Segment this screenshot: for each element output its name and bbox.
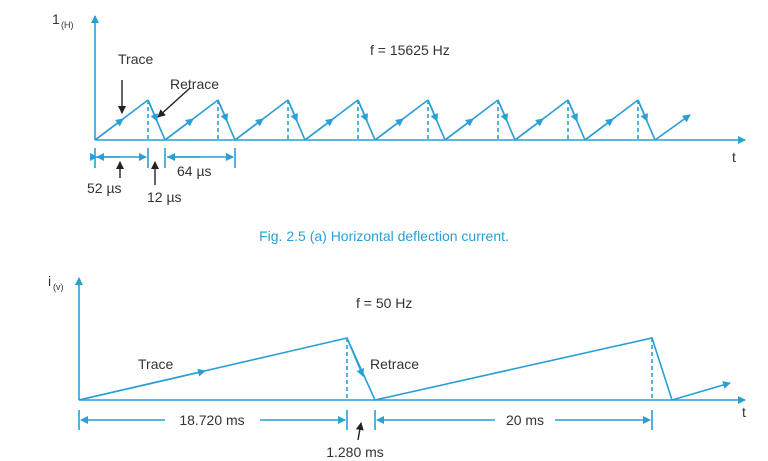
h-sawtooth <box>94 99 691 141</box>
retrace-arrow <box>427 99 438 122</box>
h-retrace-time: 12 µs <box>147 189 182 205</box>
trace-arrow <box>584 118 614 141</box>
h-period: 64 µs <box>177 163 212 179</box>
v-sawtooth <box>78 337 731 401</box>
h-y-label-sub: (H) <box>61 20 74 30</box>
h-frequency: f = 15625 Hz <box>370 42 450 58</box>
trace-arrow <box>514 118 544 141</box>
retrace-arrow <box>217 99 228 122</box>
h-trace-label: Trace <box>118 51 153 67</box>
trace-arrow <box>444 118 474 141</box>
trace-arrow <box>164 118 194 141</box>
trace-arrow <box>94 118 124 141</box>
v-period: 20 ms <box>506 412 544 428</box>
v-frequency: f = 50 Hz <box>356 295 412 311</box>
retrace-arrow <box>357 99 368 122</box>
h-retrace-label: Retrace <box>170 76 219 92</box>
retrace-arrow <box>567 99 578 122</box>
retrace-arrow <box>287 99 298 122</box>
v-y-label-sub: (v) <box>53 282 64 292</box>
h-caption: Fig. 2.5 (a) Horizontal deflection curre… <box>259 228 509 244</box>
h-y-label: 1 <box>52 11 60 27</box>
retrace-arrow <box>637 99 648 122</box>
v-retrace-label: Retrace <box>370 356 419 372</box>
trace-arrow <box>374 118 404 141</box>
retrace-arrow <box>147 99 158 122</box>
v-trace-label: Trace <box>138 356 173 372</box>
v-retrace-time: 1.280 ms <box>326 444 384 460</box>
v-trace-time: 18.720 ms <box>179 412 244 428</box>
h-trace-time: 52 µs <box>87 180 122 196</box>
retrace-pointer-arrow <box>157 87 191 118</box>
trace-arrow <box>234 118 264 141</box>
continuation-arrow <box>654 114 691 141</box>
v-y-label: i <box>48 273 51 289</box>
retrace-arrow <box>497 99 508 122</box>
trace-arrow <box>304 118 334 141</box>
v-x-label: t <box>742 404 746 420</box>
h-x-label: t <box>732 149 736 165</box>
